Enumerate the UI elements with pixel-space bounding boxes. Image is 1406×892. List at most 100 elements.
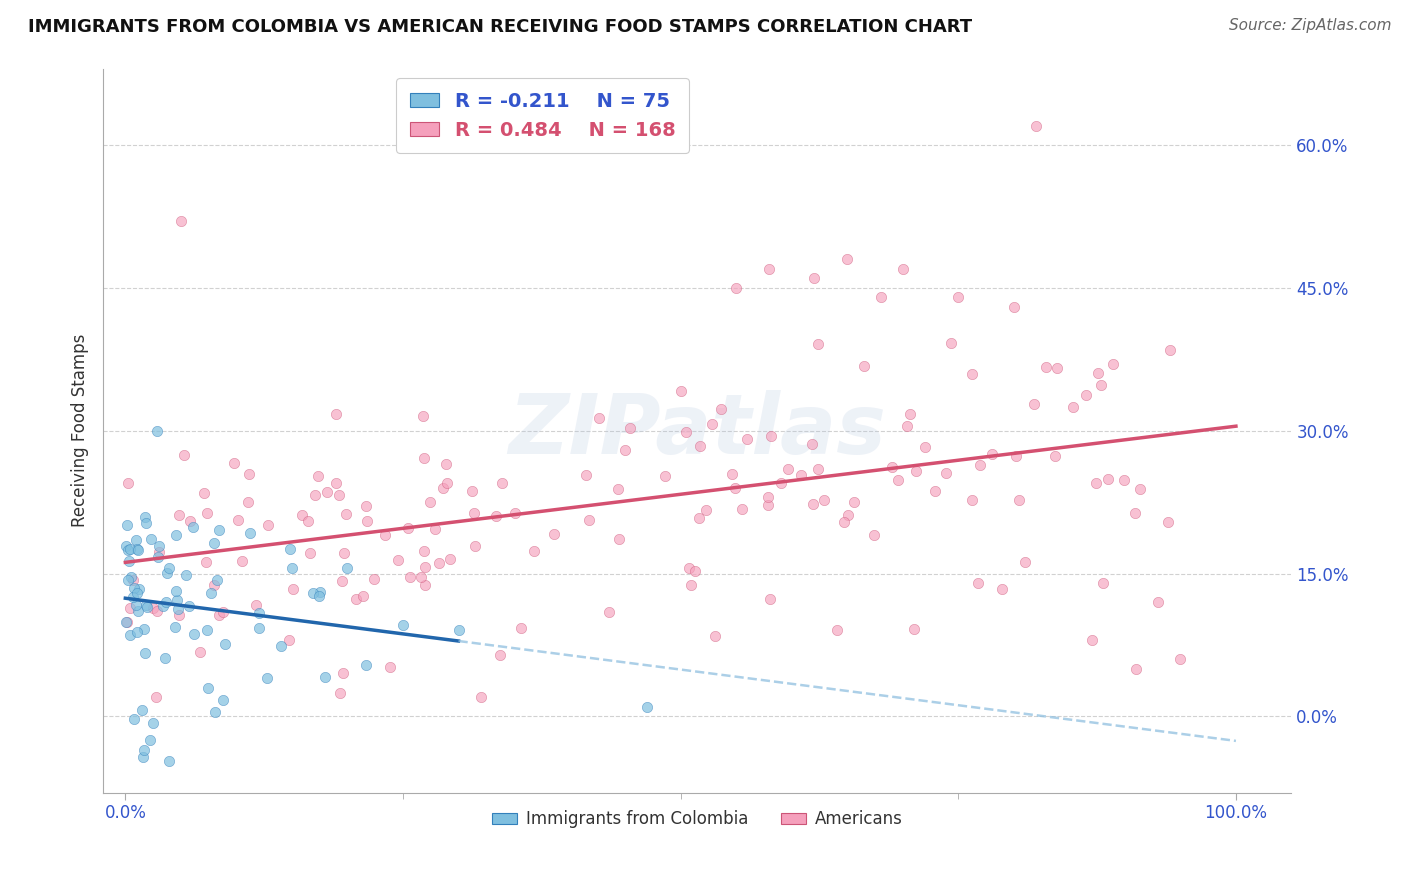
Point	[204, 706, 226, 720]
Point	[166, 593, 188, 607]
Point	[308, 589, 330, 603]
Point	[117, 518, 139, 533]
Point	[678, 561, 700, 575]
Point	[142, 600, 165, 615]
Point	[758, 261, 780, 276]
Point	[935, 466, 957, 480]
Point	[117, 475, 139, 490]
Point	[148, 545, 170, 559]
Point	[837, 252, 859, 266]
Point	[695, 503, 717, 517]
Point	[842, 495, 865, 509]
Point	[132, 750, 155, 764]
Point	[392, 618, 415, 632]
Point	[427, 556, 450, 570]
Point	[307, 469, 329, 483]
Point	[247, 606, 270, 620]
Point	[127, 542, 149, 557]
Point	[170, 214, 193, 228]
Point	[1002, 300, 1025, 314]
Point	[803, 271, 825, 285]
Point	[239, 526, 262, 541]
Point	[125, 586, 148, 600]
Point	[212, 693, 235, 707]
Point	[756, 491, 779, 505]
Point	[813, 493, 835, 508]
Point	[329, 686, 352, 700]
Point	[607, 482, 630, 496]
Point	[236, 495, 259, 509]
Point	[179, 514, 201, 528]
Point	[121, 590, 143, 604]
Point	[363, 572, 385, 586]
Point	[226, 513, 249, 527]
Point	[523, 543, 546, 558]
Point	[432, 481, 454, 495]
Point	[291, 508, 314, 523]
Point	[789, 468, 811, 483]
Point	[120, 601, 142, 615]
Point	[378, 660, 401, 674]
Point	[960, 493, 983, 508]
Point	[148, 539, 170, 553]
Point	[202, 536, 225, 550]
Point	[671, 384, 693, 399]
Point	[281, 561, 304, 575]
Point	[197, 681, 219, 695]
Point	[301, 586, 323, 600]
Point	[614, 443, 637, 458]
Point	[354, 500, 377, 514]
Point	[155, 595, 177, 609]
Point	[1035, 360, 1057, 375]
Point	[801, 437, 824, 451]
Point	[139, 532, 162, 546]
Point	[463, 507, 485, 521]
Point	[776, 462, 799, 476]
Point	[222, 456, 245, 470]
Point	[125, 599, 148, 613]
Point	[214, 637, 236, 651]
Point	[247, 622, 270, 636]
Point	[398, 570, 420, 584]
Point	[396, 521, 419, 535]
Point	[464, 540, 486, 554]
Point	[314, 670, 336, 684]
Point	[174, 568, 197, 582]
Point	[675, 425, 697, 439]
Point	[636, 699, 658, 714]
Point	[270, 639, 292, 653]
Point	[543, 526, 565, 541]
Point	[115, 615, 138, 629]
Point	[837, 508, 859, 523]
Point	[332, 665, 354, 680]
Point	[212, 606, 235, 620]
Point	[197, 623, 219, 637]
Point	[756, 498, 779, 512]
Point	[256, 671, 278, 685]
Point	[280, 542, 302, 557]
Point	[1097, 472, 1119, 486]
Point	[1090, 377, 1112, 392]
Point	[869, 290, 891, 304]
Point	[439, 551, 461, 566]
Point	[1085, 475, 1108, 490]
Point	[195, 506, 218, 520]
Point	[188, 645, 211, 659]
Point	[165, 583, 187, 598]
Point	[470, 690, 492, 705]
Point	[135, 598, 157, 612]
Point	[1112, 473, 1135, 487]
Point	[948, 290, 970, 304]
Point	[165, 528, 187, 542]
Point	[1025, 119, 1047, 133]
Point	[336, 561, 359, 575]
Point	[720, 467, 742, 481]
Point	[1102, 357, 1125, 371]
Point	[413, 544, 436, 558]
Point	[1046, 360, 1069, 375]
Point	[304, 488, 326, 502]
Point	[704, 629, 727, 643]
Point	[434, 457, 457, 471]
Point	[575, 467, 598, 482]
Point	[193, 486, 215, 500]
